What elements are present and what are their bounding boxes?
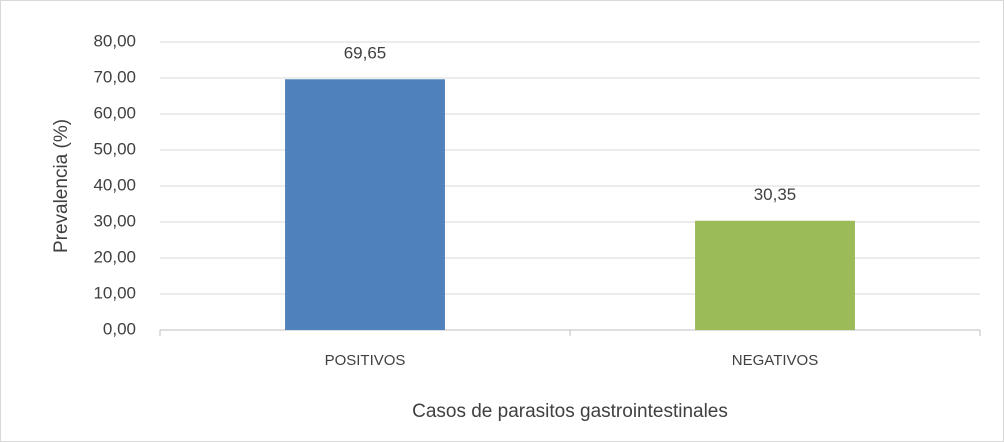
data-label: 30,35 — [754, 185, 797, 204]
y-tick-label: 40,00 — [93, 175, 136, 194]
y-tick-label: 50,00 — [93, 139, 136, 158]
y-axis-title: Prevalencia (%) — [51, 119, 72, 253]
x-tick-label: NEGATIVOS — [732, 352, 818, 369]
y-tick-label: 20,00 — [93, 247, 136, 266]
y-tick-label: 30,00 — [93, 211, 136, 230]
y-tick-label: 70,00 — [93, 67, 136, 86]
data-label: 69,65 — [344, 44, 387, 63]
bar — [285, 79, 445, 330]
y-tick-label: 80,00 — [93, 31, 136, 50]
x-tick-label: POSITIVOS — [325, 352, 406, 369]
y-tick-label: 10,00 — [93, 283, 136, 302]
x-axis-title: Casos de parasitos gastrointestinales — [412, 401, 728, 422]
y-tick-label: 60,00 — [93, 103, 136, 122]
bar — [695, 220, 855, 330]
y-tick-label: 0,00 — [103, 319, 136, 338]
